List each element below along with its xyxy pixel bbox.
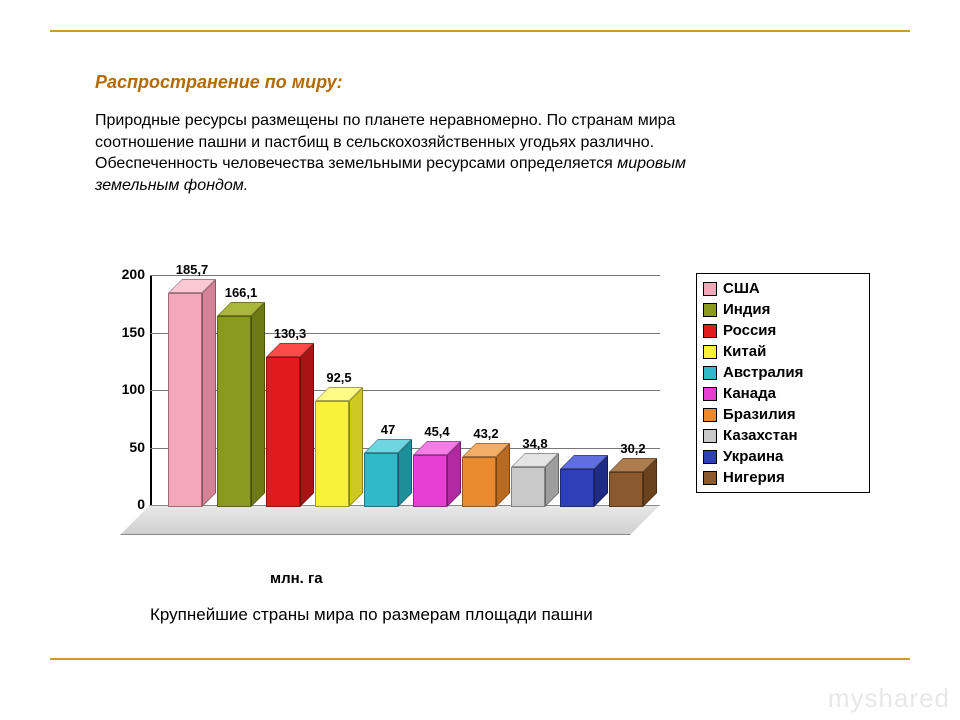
- bar-face: [217, 316, 251, 507]
- y-tick-label: 200: [95, 266, 145, 282]
- legend-item: Россия: [703, 320, 863, 341]
- bar-face: [266, 357, 300, 507]
- y-tick-label: 100: [95, 381, 145, 397]
- legend-label: Индия: [723, 301, 770, 318]
- bar-chart: 050100150200185,7166,1130,392,54745,443,…: [90, 255, 870, 585]
- legend-label: Казахстан: [723, 427, 798, 444]
- legend-swatch: [703, 282, 717, 296]
- legend-label: Канада: [723, 385, 776, 402]
- bar-value-label: 166,1: [206, 285, 276, 300]
- bar-face: [609, 472, 643, 507]
- legend-label: Австралия: [723, 364, 803, 381]
- legend-label: Китай: [723, 343, 766, 360]
- y-tick-label: 150: [95, 324, 145, 340]
- y-tick-label: 0: [95, 496, 145, 512]
- legend-item: Бразилия: [703, 404, 863, 425]
- bar-value-label: 30,2: [598, 441, 668, 456]
- legend-label: Бразилия: [723, 406, 796, 423]
- legend-label: США: [723, 280, 760, 297]
- legend-swatch: [703, 324, 717, 338]
- bar-value-label: 34,8: [500, 436, 570, 451]
- bar-face: [413, 455, 447, 507]
- legend-item: Казахстан: [703, 425, 863, 446]
- bar-face: [462, 457, 496, 507]
- legend-swatch: [703, 408, 717, 422]
- legend-item: Индия: [703, 299, 863, 320]
- bar-face: [168, 293, 202, 507]
- slide-title: Распространение по миру:: [95, 72, 343, 93]
- legend-item: Канада: [703, 383, 863, 404]
- bar-face: [315, 401, 349, 507]
- legend-swatch: [703, 345, 717, 359]
- bar-side: [202, 279, 216, 507]
- para-line1: Природные ресурсы размещены по планете н…: [95, 112, 675, 151]
- legend-label: Украина: [723, 448, 783, 465]
- legend-label: Нигерия: [723, 469, 785, 486]
- legend-swatch: [703, 366, 717, 380]
- legend-swatch: [703, 429, 717, 443]
- legend-swatch: [703, 387, 717, 401]
- bar-value-label: 185,7: [157, 262, 227, 277]
- body-paragraph: Природные ресурсы размещены по планете н…: [95, 110, 715, 196]
- bar-value-label: 130,3: [255, 326, 325, 341]
- legend-item: США: [703, 278, 863, 299]
- watermark: myshared: [828, 683, 950, 714]
- legend-label: Россия: [723, 322, 776, 339]
- legend: США Индия Россия Китай Австралия Канада Бразил…: [696, 273, 870, 493]
- chart-floor: [120, 505, 660, 535]
- legend-swatch: [703, 303, 717, 317]
- legend-item: Нигерия: [703, 467, 863, 488]
- bar-face: [560, 469, 594, 507]
- plot-area: 050100150200185,7166,1130,392,54745,443,…: [150, 275, 660, 535]
- para-line2a: Обеспеченность человечества земельными р…: [95, 155, 617, 172]
- legend-item: Австралия: [703, 362, 863, 383]
- bar-face: [364, 453, 398, 507]
- bar-side: [300, 343, 314, 507]
- x-axis-label: млн. га: [270, 570, 323, 587]
- legend-swatch: [703, 450, 717, 464]
- bar-face: [511, 467, 545, 507]
- y-tick-label: 50: [95, 439, 145, 455]
- bar-side: [349, 387, 363, 507]
- bar-value-label: 92,5: [304, 370, 374, 385]
- legend-swatch: [703, 471, 717, 485]
- legend-item: Китай: [703, 341, 863, 362]
- legend-item: Украина: [703, 446, 863, 467]
- chart-caption: Крупнейшие страны мира по размерам площа…: [150, 605, 670, 625]
